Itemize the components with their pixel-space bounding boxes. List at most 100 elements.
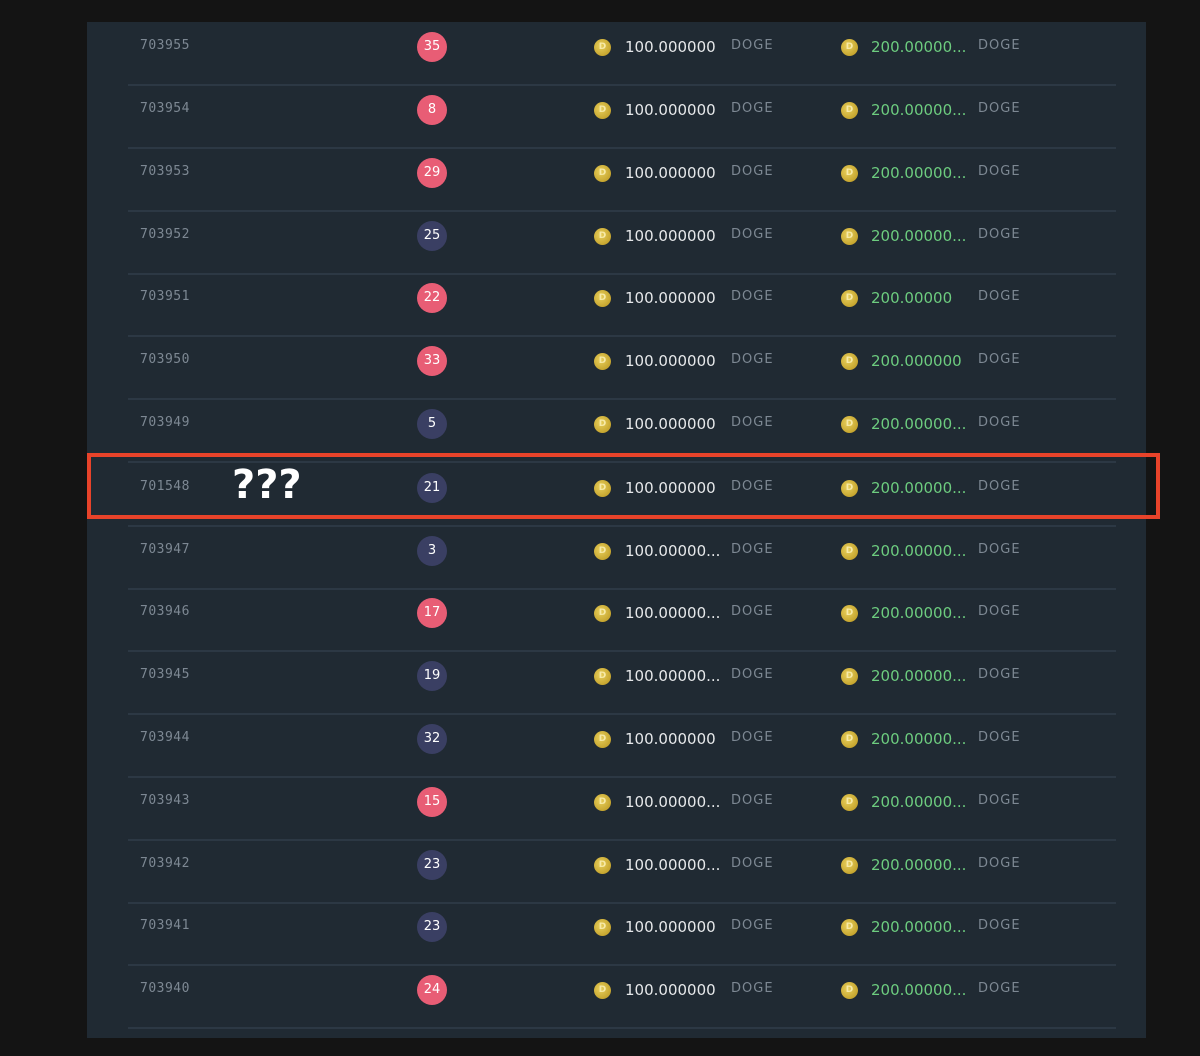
table-row[interactable]: 703953 29 D 100.000000 DOGE D 200.00000.… xyxy=(128,149,1116,212)
bet-amount: 100.000000 xyxy=(625,730,716,748)
payout-amount: 200.00000... xyxy=(871,164,967,182)
payout-currency: DOGE xyxy=(978,793,1021,808)
doge-coin-icon: D xyxy=(841,982,858,999)
payout-amount: 200.00000... xyxy=(871,542,967,560)
roll-badge: 17 xyxy=(417,598,447,628)
bet-currency: DOGE xyxy=(731,415,774,430)
roll-badge: 5 xyxy=(417,409,447,439)
bet-currency: DOGE xyxy=(731,542,774,557)
doge-coin-icon: D xyxy=(594,416,611,433)
roll-badge: 23 xyxy=(417,912,447,942)
bet-currency: DOGE xyxy=(731,289,774,304)
bet-amount: 100.000000 xyxy=(625,227,716,245)
table-row[interactable]: 703955 35 D 100.000000 DOGE D 200.00000.… xyxy=(128,23,1116,86)
table-row[interactable]: 703950 33 D 100.000000 DOGE D 200.000000… xyxy=(128,337,1116,400)
roll-badge: 23 xyxy=(417,850,447,880)
doge-coin-icon: D xyxy=(841,794,858,811)
bet-currency: DOGE xyxy=(731,730,774,745)
payout-amount: 200.00000... xyxy=(871,415,967,433)
payout-currency: DOGE xyxy=(978,604,1021,619)
bet-currency: DOGE xyxy=(731,918,774,933)
doge-coin-icon: D xyxy=(594,668,611,685)
doge-coin-icon: D xyxy=(841,353,858,370)
bet-amount: 100.000000 xyxy=(625,479,716,497)
payout-currency: DOGE xyxy=(978,352,1021,367)
table-row[interactable]: 703941 23 D 100.000000 DOGE D 200.00000.… xyxy=(128,903,1116,966)
table-row[interactable]: 703954 8 D 100.000000 DOGE D 200.00000..… xyxy=(128,86,1116,149)
bet-amount: 100.00000... xyxy=(625,793,721,811)
payout-currency: DOGE xyxy=(978,101,1021,116)
bet-id[interactable]: 703940 xyxy=(140,981,190,996)
payout-amount: 200.00000... xyxy=(871,604,967,622)
roll-badge: 8 xyxy=(417,95,447,125)
table-row[interactable]: 701548 21 D 100.000000 DOGE D 200.00000.… xyxy=(128,464,1116,527)
bet-id[interactable]: 703945 xyxy=(140,667,190,682)
bet-amount: 100.00000... xyxy=(625,856,721,874)
payout-currency: DOGE xyxy=(978,542,1021,557)
doge-coin-icon: D xyxy=(841,919,858,936)
bet-currency: DOGE xyxy=(731,856,774,871)
roll-badge: 29 xyxy=(417,158,447,188)
doge-coin-icon: D xyxy=(594,919,611,936)
doge-coin-icon: D xyxy=(594,982,611,999)
payout-currency: DOGE xyxy=(978,730,1021,745)
bet-id[interactable]: 703952 xyxy=(140,227,190,242)
highlight-box xyxy=(87,453,1160,519)
bet-amount: 100.00000... xyxy=(625,667,721,685)
payout-amount: 200.00000... xyxy=(871,918,967,936)
table-row[interactable]: 703946 17 D 100.00000... DOGE D 200.0000… xyxy=(128,589,1116,652)
bet-amount: 100.000000 xyxy=(625,981,716,999)
payout-amount: 200.00000... xyxy=(871,730,967,748)
doge-coin-icon: D xyxy=(841,668,858,685)
doge-coin-icon: D xyxy=(841,731,858,748)
bet-currency: DOGE xyxy=(731,604,774,619)
bet-currency: DOGE xyxy=(731,164,774,179)
bet-id[interactable]: 703943 xyxy=(140,793,190,808)
table-row[interactable]: 703947 3 D 100.00000... DOGE D 200.00000… xyxy=(128,527,1116,590)
doge-coin-icon: D xyxy=(594,857,611,874)
doge-coin-icon: D xyxy=(841,290,858,307)
bet-id[interactable]: 703942 xyxy=(140,856,190,871)
payout-currency: DOGE xyxy=(978,415,1021,430)
doge-coin-icon: D xyxy=(594,543,611,560)
payout-currency: DOGE xyxy=(978,289,1021,304)
roll-badge: 22 xyxy=(417,283,447,313)
bet-amount: 100.000000 xyxy=(625,918,716,936)
table-row[interactable]: 703944 32 D 100.000000 DOGE D 200.00000.… xyxy=(128,715,1116,778)
table-row[interactable]: 703942 23 D 100.00000... DOGE D 200.0000… xyxy=(128,841,1116,904)
bets-table: 703955 35 D 100.000000 DOGE D 200.00000.… xyxy=(87,22,1146,1038)
roll-badge: 35 xyxy=(417,32,447,62)
table-row[interactable]: 703940 24 D 100.000000 DOGE D 200.00000.… xyxy=(128,966,1116,1029)
table-row[interactable]: 703945 19 D 100.00000... DOGE D 200.0000… xyxy=(128,652,1116,715)
payout-amount: 200.00000... xyxy=(871,101,967,119)
bet-amount: 100.000000 xyxy=(625,415,716,433)
bet-id[interactable]: 701548 xyxy=(140,479,190,494)
bet-currency: DOGE xyxy=(731,667,774,682)
table-row[interactable]: 703943 15 D 100.00000... DOGE D 200.0000… xyxy=(128,778,1116,841)
payout-amount: 200.00000... xyxy=(871,38,967,56)
payout-amount: 200.000000 xyxy=(871,352,962,370)
table-row[interactable]: 703952 25 D 100.000000 DOGE D 200.00000.… xyxy=(128,212,1116,275)
doge-coin-icon: D xyxy=(841,605,858,622)
table-row[interactable]: 703949 5 D 100.000000 DOGE D 200.00000..… xyxy=(128,400,1116,463)
bet-id[interactable]: 703950 xyxy=(140,352,190,367)
bet-id[interactable]: 703951 xyxy=(140,289,190,304)
doge-coin-icon: D xyxy=(594,731,611,748)
roll-badge: 19 xyxy=(417,661,447,691)
bet-id[interactable]: 703944 xyxy=(140,730,190,745)
bet-currency: DOGE xyxy=(731,981,774,996)
roll-badge: 24 xyxy=(417,975,447,1005)
bet-id[interactable]: 703953 xyxy=(140,164,190,179)
roll-badge: 32 xyxy=(417,724,447,754)
bet-id[interactable]: 703955 xyxy=(140,38,190,53)
bet-id[interactable]: 703941 xyxy=(140,918,190,933)
bet-id[interactable]: 703947 xyxy=(140,542,190,557)
bet-id[interactable]: 703946 xyxy=(140,604,190,619)
bet-id[interactable]: 703954 xyxy=(140,101,190,116)
table-row[interactable]: 703951 22 D 100.000000 DOGE D 200.00000 … xyxy=(128,274,1116,337)
roll-badge: 33 xyxy=(417,346,447,376)
bet-id[interactable]: 703949 xyxy=(140,415,190,430)
payout-currency: DOGE xyxy=(978,164,1021,179)
bet-amount: 100.000000 xyxy=(625,164,716,182)
bet-currency: DOGE xyxy=(731,479,774,494)
